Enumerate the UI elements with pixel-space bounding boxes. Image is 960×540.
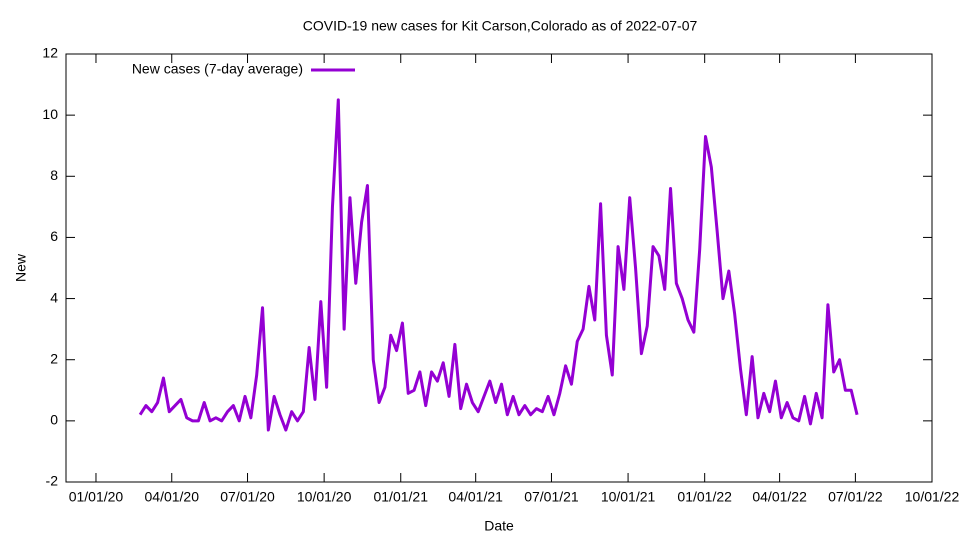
x-tick-label: 10/01/20	[297, 489, 352, 505]
y-tick-label: -2	[46, 473, 59, 489]
x-tick-label: 07/01/22	[828, 489, 883, 505]
y-tick-label: 2	[50, 350, 58, 366]
y-tick-label: 8	[50, 167, 58, 183]
series-line	[138, 98, 859, 432]
x-tick-label: 07/01/21	[524, 489, 579, 505]
y-tick-label: 6	[50, 228, 58, 244]
x-axis-label: Date	[484, 518, 514, 534]
legend-label: New cases (7-day average)	[132, 61, 303, 77]
x-tick-label: 07/01/20	[220, 489, 275, 505]
y-tick-label: 10	[42, 106, 58, 122]
y-tick-label: 0	[50, 412, 58, 428]
x-tick-label: 04/01/20	[145, 489, 200, 505]
x-tick-label: 01/01/21	[373, 489, 428, 505]
y-axis-label: New	[13, 253, 29, 282]
x-tick-label: 04/01/22	[752, 489, 807, 505]
chart-title: COVID-19 new cases for Kit Carson,Colora…	[303, 18, 698, 34]
y-tick-label: 12	[42, 45, 58, 61]
x-tick-label: 10/01/21	[601, 489, 656, 505]
x-tick-label: 01/01/22	[677, 489, 732, 505]
y-tick-label: 4	[50, 289, 58, 305]
x-tick-label: 04/01/21	[448, 489, 503, 505]
x-tick-label: 10/01/22	[905, 489, 960, 505]
x-tick-label: 01/01/20	[69, 489, 124, 505]
plot-frame	[65, 53, 933, 483]
